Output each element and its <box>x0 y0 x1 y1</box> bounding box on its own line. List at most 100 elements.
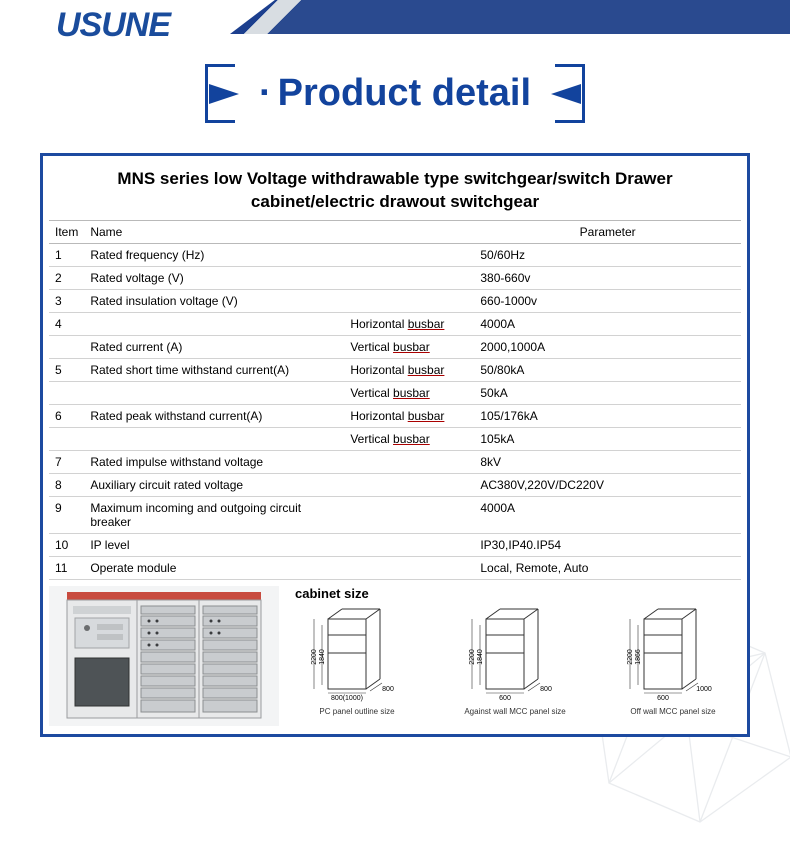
table-row: 8Auxiliary circuit rated voltage AC380V,2… <box>49 473 741 496</box>
cabinet-diagram: 2200 1866 600 1000 Off wall MCC panel si… <box>618 605 728 716</box>
bottom-row: cabinet size 2200 1840 800(1000) 800 <box>49 586 741 726</box>
cell-sub <box>344 473 474 496</box>
cell-name: Rated peak withstand current(A) <box>84 404 344 427</box>
cell-item: 5 <box>49 358 84 381</box>
cell-item: 10 <box>49 533 84 556</box>
table-row: 6Rated peak withstand current(A)Horizont… <box>49 404 741 427</box>
cell-name: Rated short time withstand current(A) <box>84 358 344 381</box>
cell-name: Maximum incoming and outgoing circuit br… <box>84 496 344 533</box>
cell-name: Rated frequency (Hz) <box>84 243 344 266</box>
cell-param: 660-1000v <box>474 289 741 312</box>
cell-name: Rated insulation voltage (V) <box>84 289 344 312</box>
cabinet-diagram: 2200 1840 800(1000) 800 PC panel outline… <box>302 605 412 716</box>
cell-name: Rated current (A) <box>84 335 344 358</box>
table-row: 2Rated voltage (V) 380-660v <box>49 266 741 289</box>
cell-sub: Vertical busbar <box>344 381 474 404</box>
cell-param: 4000A <box>474 496 741 533</box>
cell-param: IP30,IP40.IP54 <box>474 533 741 556</box>
svg-text:1866: 1866 <box>635 649 642 665</box>
table-row: Rated current (A)Vertical busbar2000,100… <box>49 335 741 358</box>
cell-item: 9 <box>49 496 84 533</box>
cell-sub <box>344 266 474 289</box>
table-row: 3Rated insulation voltage (V) 660-1000v <box>49 289 741 312</box>
cell-item: 1 <box>49 243 84 266</box>
cell-item: 6 <box>49 404 84 427</box>
brand-logo: USUNE <box>56 6 170 45</box>
cabinet-diagrams: cabinet size 2200 1840 800(1000) 800 <box>289 586 741 716</box>
product-title: MNS series low Voltage withdrawable type… <box>49 166 741 220</box>
cell-param: 8kV <box>474 450 741 473</box>
section-title-wrap: ·Product detail <box>0 64 790 123</box>
cell-name: Auxiliary circuit rated voltage <box>84 473 344 496</box>
cell-param: 2000,1000A <box>474 335 741 358</box>
diagram-caption: Off wall MCC panel size <box>618 707 728 716</box>
cell-item: 7 <box>49 450 84 473</box>
table-row: 1Rated frequency (Hz) 50/60Hz <box>49 243 741 266</box>
table-header-row: Item Name Parameter <box>49 220 741 243</box>
cell-sub <box>344 243 474 266</box>
cabinet-diagram: 2200 1840 600 800 Against wall MCC panel… <box>460 605 570 716</box>
table-row: 10IP level IP30,IP40.IP54 <box>49 533 741 556</box>
table-row: 11Operate module Local, Remote, Auto <box>49 556 741 579</box>
banner-stripe <box>230 0 790 34</box>
cell-item <box>49 427 84 450</box>
cell-sub: Vertical busbar <box>344 335 474 358</box>
col-parameter: Parameter <box>474 220 741 243</box>
cell-item: 11 <box>49 556 84 579</box>
cell-item: 4 <box>49 312 84 335</box>
cell-param: AC380V,220V/DC220V <box>474 473 741 496</box>
content-box: MNS series low Voltage withdrawable type… <box>40 153 750 737</box>
cell-item <box>49 335 84 358</box>
cell-name <box>84 312 344 335</box>
section-title: ·Product detail <box>209 64 581 123</box>
diagram-caption: Against wall MCC panel size <box>460 707 570 716</box>
cell-param: Local, Remote, Auto <box>474 556 741 579</box>
cell-sub: Horizontal busbar <box>344 404 474 427</box>
col-item: Item <box>49 220 84 243</box>
svg-text:1840: 1840 <box>319 649 326 665</box>
svg-text:2200: 2200 <box>469 649 476 665</box>
cell-sub <box>344 289 474 312</box>
cell-sub: Vertical busbar <box>344 427 474 450</box>
cell-name: IP level <box>84 533 344 556</box>
arrow-left-icon <box>209 84 239 104</box>
svg-text:600: 600 <box>657 695 669 702</box>
cell-param: 50/60Hz <box>474 243 741 266</box>
cell-param: 4000A <box>474 312 741 335</box>
col-name: Name <box>84 220 344 243</box>
cell-name: Operate module <box>84 556 344 579</box>
cell-param: 105kA <box>474 427 741 450</box>
cell-item: 3 <box>49 289 84 312</box>
table-row: Vertical busbar105kA <box>49 427 741 450</box>
section-title-text: Product detail <box>278 72 531 114</box>
cell-name <box>84 381 344 404</box>
cell-name: Rated voltage (V) <box>84 266 344 289</box>
cell-item: 2 <box>49 266 84 289</box>
cell-sub <box>344 496 474 533</box>
svg-text:1000: 1000 <box>696 686 712 693</box>
cell-item: 8 <box>49 473 84 496</box>
svg-text:2200: 2200 <box>627 649 634 665</box>
col-sub <box>344 220 474 243</box>
cell-item <box>49 381 84 404</box>
cell-param: 105/176kA <box>474 404 741 427</box>
spec-table: Item Name Parameter 1Rated frequency (Hz… <box>49 220 741 580</box>
cell-param: 50kA <box>474 381 741 404</box>
bullet-icon: · <box>259 72 272 114</box>
table-row: 4 Horizontal busbar4000A <box>49 312 741 335</box>
table-row: 7Rated impulse withstand voltage 8kV <box>49 450 741 473</box>
cell-sub <box>344 450 474 473</box>
bracket-right-icon <box>555 64 585 123</box>
product-photo <box>49 586 279 726</box>
svg-text:600: 600 <box>499 695 511 702</box>
cell-sub <box>344 556 474 579</box>
cell-param: 380-660v <box>474 266 741 289</box>
cell-sub: Horizontal busbar <box>344 312 474 335</box>
header-banner: USUNE <box>0 0 790 54</box>
cell-name: Rated impulse withstand voltage <box>84 450 344 473</box>
svg-text:2200: 2200 <box>311 649 318 665</box>
cabinet-size-title: cabinet size <box>295 586 741 601</box>
cell-param: 50/80kA <box>474 358 741 381</box>
cell-name <box>84 427 344 450</box>
svg-text:800: 800 <box>540 686 552 693</box>
